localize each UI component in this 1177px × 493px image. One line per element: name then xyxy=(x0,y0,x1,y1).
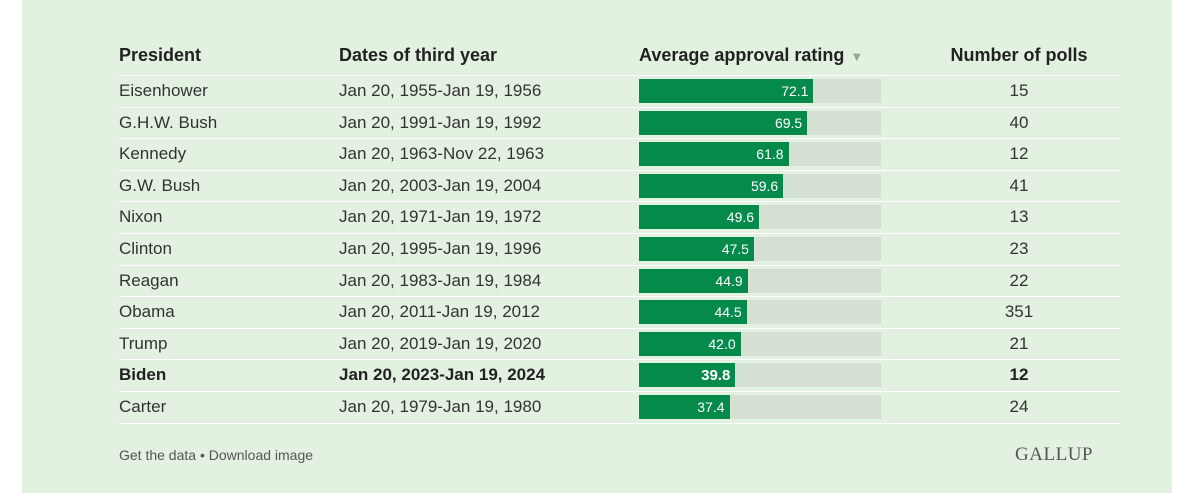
president-name: Biden xyxy=(119,365,167,385)
poll-count: 24 xyxy=(1009,396,1029,416)
approval-bar-track: 39.8 xyxy=(639,363,881,388)
approval-bar-track: 42.0 xyxy=(639,331,881,356)
table-header: President Dates of third year Average ap… xyxy=(119,42,1120,76)
footer-separator: • xyxy=(196,447,209,463)
approval-bar-track: 47.5 xyxy=(639,236,881,261)
president-name: Clinton xyxy=(119,238,172,258)
approval-bar-track: 72.1 xyxy=(639,79,881,103)
table-row: Reagan Jan 20, 1983-Jan 19, 1984 44.9 22 xyxy=(119,266,1120,298)
approval-bar: 37.4 xyxy=(639,394,730,419)
header-approval[interactable]: Average approval rating ▼ xyxy=(639,45,863,66)
approval-bar-track: 69.5 xyxy=(639,110,881,135)
poll-count: 15 xyxy=(1009,81,1029,100)
approval-bar: 42.0 xyxy=(639,331,741,356)
third-year-dates: Jan 20, 2003-Jan 19, 2004 xyxy=(339,175,542,195)
approval-value: 44.5 xyxy=(714,304,742,321)
third-year-dates: Jan 20, 1991-Jan 19, 1992 xyxy=(339,112,542,132)
third-year-dates: Jan 20, 1983-Jan 19, 1984 xyxy=(339,270,542,290)
approval-value: 72.1 xyxy=(781,83,809,99)
approval-bar: 47.5 xyxy=(639,236,754,261)
approval-bar: 44.5 xyxy=(639,300,747,325)
table-row: G.W. Bush Jan 20, 2003-Jan 19, 2004 59.6 41 xyxy=(119,171,1120,203)
approval-bar-track: 44.9 xyxy=(639,268,881,293)
gallup-logo: GALLUP xyxy=(1015,444,1093,465)
approval-value: 61.8 xyxy=(756,146,784,163)
approval-bar-track: 37.4 xyxy=(639,394,881,419)
approval-value: 42.0 xyxy=(708,335,736,352)
president-name: G.W. Bush xyxy=(119,175,201,195)
table-row: Clinton Jan 20, 1995-Jan 19, 1996 47.5 23 xyxy=(119,234,1120,266)
approval-value: 69.5 xyxy=(774,114,803,131)
table-row: Obama Jan 20, 2011-Jan 19, 2012 44.5 351 xyxy=(119,297,1120,329)
header-dates[interactable]: Dates of third year xyxy=(339,45,498,65)
approval-value: 47.5 xyxy=(721,240,749,257)
sort-descending-icon[interactable]: ▼ xyxy=(850,49,864,64)
approval-value: 39.8 xyxy=(701,367,731,385)
president-name: G.H.W. Bush xyxy=(119,112,218,132)
table-row: Nixon Jan 20, 1971-Jan 19, 1972 49.6 13 xyxy=(119,202,1120,234)
poll-count: 40 xyxy=(1009,112,1029,132)
chart-panel: President Dates of third year Average ap… xyxy=(22,0,1172,493)
president-name: Carter xyxy=(119,396,167,416)
table-row: Carter Jan 20, 1979-Jan 19, 1980 37.4 24 xyxy=(119,392,1120,424)
download-image-link[interactable]: Download image xyxy=(208,447,314,463)
third-year-dates: Jan 20, 1995-Jan 19, 1996 xyxy=(339,238,542,258)
third-year-dates: Jan 20, 1979-Jan 19, 1980 xyxy=(339,396,542,416)
table-row: Biden Jan 20, 2023-Jan 19, 2024 39.8 12 xyxy=(119,360,1120,392)
president-name: Obama xyxy=(119,302,175,322)
header-president[interactable]: President xyxy=(119,45,202,65)
table-row: Eisenhower Jan 20, 1955-Jan 19, 1956 72.1 1… xyxy=(119,76,1120,108)
approval-bar-track: 49.6 xyxy=(639,205,881,230)
approval-value: 59.6 xyxy=(750,177,779,194)
approval-bar: 69.5 xyxy=(639,110,808,135)
approval-table: President Dates of third year Average ap… xyxy=(119,42,1120,424)
poll-count: 12 xyxy=(1009,365,1029,385)
table-row: G.H.W. Bush Jan 20, 1991-Jan 19, 1992 69.5… xyxy=(119,108,1120,140)
approval-bar-track: 59.6 xyxy=(639,173,881,198)
approval-bar-track: 44.5 xyxy=(639,300,881,325)
poll-count: 23 xyxy=(1009,238,1029,258)
third-year-dates: Jan 20, 2011-Jan 19, 2012 xyxy=(339,302,541,322)
approval-value: 44.9 xyxy=(715,272,743,289)
poll-count: 351 xyxy=(1004,302,1034,322)
poll-count: 41 xyxy=(1009,175,1029,195)
header-approval-label: Average approval rating xyxy=(639,45,845,65)
president-name: Nixon xyxy=(119,207,163,227)
third-year-dates: Jan 20, 2019-Jan 19, 2020 xyxy=(339,333,542,353)
president-name: Kennedy xyxy=(119,144,187,164)
approval-bar: 49.6 xyxy=(639,205,760,230)
table-row: Kennedy Jan 20, 1963-Nov 22, 1963 61.8 12 xyxy=(119,139,1120,171)
table-row: Trump Jan 20, 2019-Jan 19, 2020 42.0 21 xyxy=(119,329,1120,361)
table-body: Eisenhower Jan 20, 1955-Jan 19, 1956 72.1 1… xyxy=(119,76,1120,424)
approval-bar: 39.8 xyxy=(639,363,736,388)
footer-links: Get the data • Download image xyxy=(119,447,313,463)
president-name: Trump xyxy=(119,333,168,353)
president-name: Reagan xyxy=(119,270,179,290)
poll-count: 21 xyxy=(1009,333,1029,353)
approval-bar-track: 61.8 xyxy=(639,142,881,167)
poll-count: 12 xyxy=(1009,144,1029,164)
third-year-dates: Jan 20, 1971-Jan 19, 1972 xyxy=(339,207,542,227)
approval-value: 37.4 xyxy=(697,398,725,415)
third-year-dates: Jan 20, 1955-Jan 19, 1956 xyxy=(339,81,542,100)
approval-value: 49.6 xyxy=(726,209,755,226)
get-data-link[interactable]: Get the data xyxy=(119,447,197,463)
third-year-dates: Jan 20, 1963-Nov 22, 1963 xyxy=(339,144,545,164)
president-name: Eisenhower xyxy=(119,81,208,100)
approval-bar: 61.8 xyxy=(639,142,789,167)
approval-bar: 44.9 xyxy=(639,268,748,293)
approval-bar: 59.6 xyxy=(639,173,784,198)
approval-bar: 72.1 xyxy=(639,79,814,103)
poll-count: 22 xyxy=(1009,270,1029,290)
third-year-dates: Jan 20, 2023-Jan 19, 2024 xyxy=(339,365,546,385)
header-polls[interactable]: Number of polls xyxy=(950,45,1088,65)
poll-count: 13 xyxy=(1009,207,1029,227)
